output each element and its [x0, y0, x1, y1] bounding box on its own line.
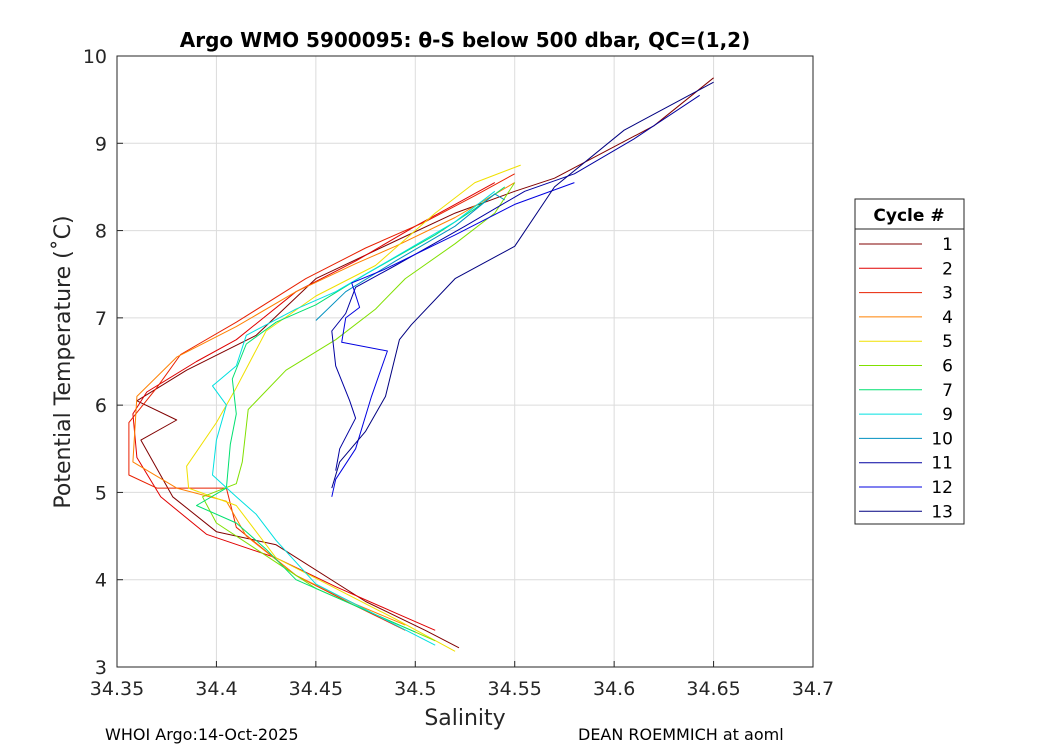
legend-title: Cycle #	[873, 206, 944, 226]
chart-title: Argo WMO 5900095: θ-S below 500 dbar, QC…	[180, 28, 750, 52]
series-line-cycle-13	[331, 81, 714, 489]
x-tick-label: 34.7	[792, 678, 834, 700]
legend-label: 9	[942, 405, 953, 425]
x-tick-label: 34.55	[488, 678, 542, 700]
legend-label: 2	[942, 259, 953, 279]
footer-right-credit: DEAN ROEMMICH at aoml	[578, 725, 784, 744]
legend-entry-cycle-4: 4	[859, 308, 953, 328]
legend-entry-cycle-10: 10	[859, 429, 953, 449]
legend-entry-cycle-1: 1	[859, 235, 953, 255]
legend-label: 6	[942, 357, 953, 377]
y-tick-label: 8	[95, 221, 107, 243]
x-tick-label: 34.65	[686, 678, 740, 700]
legend-label: 3	[942, 284, 953, 304]
legend-entry-cycle-13: 13	[859, 502, 953, 522]
legend-entry-cycle-11: 11	[859, 454, 953, 474]
x-tick-label: 34.6	[593, 678, 635, 700]
series-line-cycle-2	[132, 182, 496, 631]
y-tick-label: 3	[95, 657, 107, 679]
y-tick-label: 4	[95, 570, 107, 592]
legend-label: 13	[931, 502, 953, 522]
legend-label: 7	[942, 381, 953, 401]
series-line-cycle-11	[331, 94, 700, 471]
y-tick-label: 5	[95, 482, 107, 504]
series-layer	[128, 77, 714, 652]
x-axis-ticks: 34.35 34.4 34.45 34.5 34.55 34.6 34.65 34.7	[90, 661, 834, 700]
legend-label: 1	[942, 235, 953, 255]
legend-label: 10	[931, 429, 953, 449]
y-tick-label: 10	[83, 46, 107, 68]
y-tick-label: 9	[95, 133, 107, 155]
footer-left-credit: WHOI Argo:14-Oct-2025	[105, 725, 299, 744]
y-axis-ticks: 3 4 5 6 7 8 9 10	[83, 46, 123, 679]
plot-area-border	[116, 55, 814, 668]
legend-box	[854, 198, 965, 525]
legend-entry-cycle-12: 12	[859, 478, 953, 498]
x-tick-label: 34.5	[394, 678, 436, 700]
series-line-cycle-9	[212, 190, 496, 646]
x-axis-label: Salinity	[424, 706, 505, 731]
legend-entry-cycle-3: 3	[859, 284, 953, 304]
series-line-cycle-5	[186, 164, 521, 652]
legend-entry-cycle-7: 7	[859, 381, 953, 401]
legend-entry-cycle-6: 6	[859, 357, 953, 377]
series-line-cycle-6	[202, 182, 516, 642]
series-line-cycle-10	[315, 193, 506, 321]
legend-entry-cycle-9: 9	[859, 405, 953, 425]
legend-label: 11	[931, 454, 953, 474]
x-tick-label: 34.35	[90, 678, 144, 700]
y-tick-label: 7	[95, 308, 107, 330]
legend-label: 12	[931, 478, 953, 498]
series-line-cycle-12	[331, 182, 575, 497]
y-tick-label: 6	[95, 395, 107, 417]
legend-entry-cycle-2: 2	[859, 259, 953, 279]
x-tick-label: 34.45	[289, 678, 343, 700]
series-line-cycle-1	[136, 77, 714, 649]
legend-label: 5	[942, 332, 953, 352]
legend-entry-cycle-5: 5	[859, 332, 953, 352]
legend-label: 4	[942, 308, 953, 328]
y-axis-label: Potential Temperature (˚C)	[51, 215, 76, 508]
x-tick-label: 34.4	[195, 678, 237, 700]
